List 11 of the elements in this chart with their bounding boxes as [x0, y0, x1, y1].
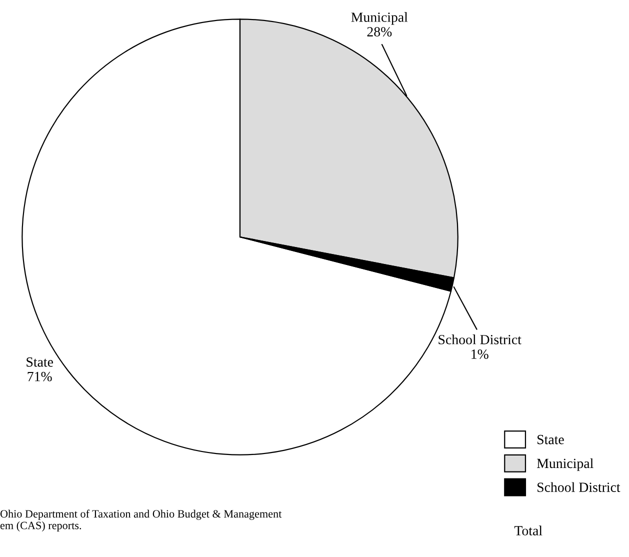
- text: Ohio Department of Taxation and Ohio Budget & Management em (CAS) reports.: [0, 510, 282, 532]
- legend-label: State: [538, 434, 564, 444]
- text: Total: [514, 526, 542, 536]
- legend-label: Municipal: [536, 458, 594, 471]
- data-label: 1%: [472, 349, 488, 359]
- slice-label: State: [26, 357, 54, 367]
- slice-label: School District: [438, 334, 522, 344]
- data-label: 28%: [367, 27, 392, 36]
- data-label: 71%: [28, 372, 52, 382]
- legend-label: School District: [538, 482, 620, 492]
- slice-label: Municipal: [351, 12, 408, 25]
